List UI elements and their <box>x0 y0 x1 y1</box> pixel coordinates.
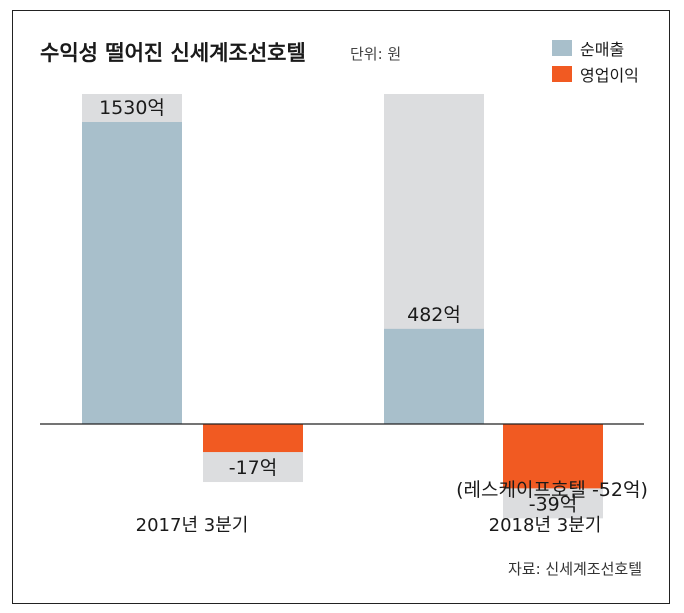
chart-title: 수익성 떨어진 신세계조선호텔 <box>40 41 306 65</box>
operating-profit-bar <box>203 424 303 453</box>
sales-bar <box>384 328 484 424</box>
legend-label-operating-profit: 영업이익 <box>580 66 639 85</box>
legend-label-sales: 순매출 <box>580 40 624 59</box>
category-label-2018q3: 2018년 3분기 <box>489 515 602 536</box>
operating-profit-note: (레스케이프호텔 -52억) <box>456 479 648 501</box>
operating-profit-value-label: -39억 <box>529 493 578 515</box>
source-label: 자료: 신세계조선호텔 <box>508 560 642 578</box>
sales-value-label: 482억 <box>407 304 461 326</box>
operating-profit-bar <box>503 424 603 489</box>
operating-profit-value-label: -17억 <box>229 457 278 479</box>
legend-swatch-operating-profit <box>552 66 572 82</box>
sales-bar <box>82 122 182 424</box>
category-label-2017q3: 2017년 3분기 <box>136 515 249 536</box>
legend-swatch-sales <box>552 40 572 56</box>
sales-value-label: 1530억 <box>99 97 165 119</box>
unit-label: 단위: 원 <box>350 45 401 63</box>
bars-layer: 1530억 -17억 482억 -39억 <box>82 94 603 519</box>
